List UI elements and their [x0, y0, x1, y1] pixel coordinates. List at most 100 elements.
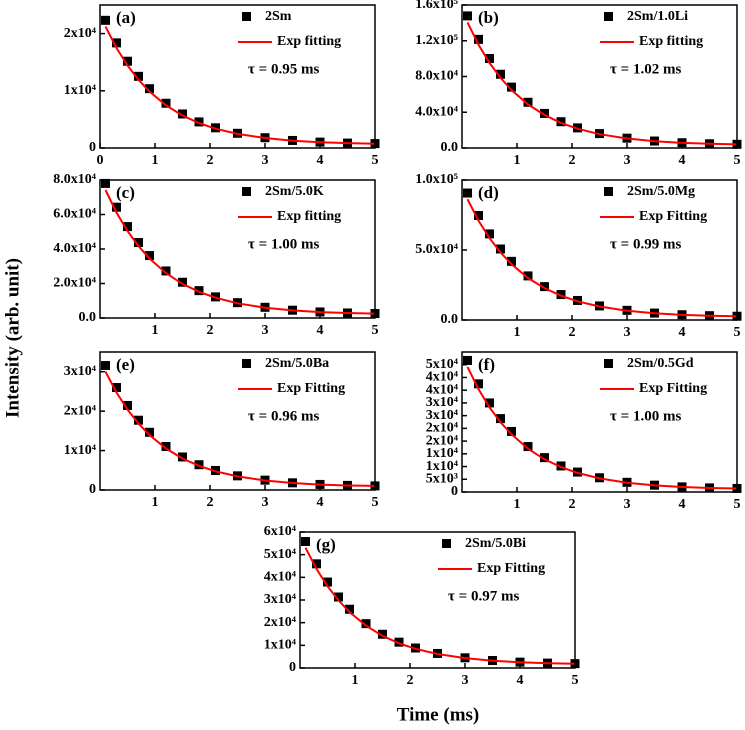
data-point — [334, 592, 343, 602]
data-point — [540, 453, 549, 463]
y-tick-label: 0 — [89, 482, 96, 497]
x-tick-label: 4 — [679, 325, 686, 340]
x-axis-title: Time (ms) — [397, 704, 480, 725]
y-tick-label: 2x10⁴ — [64, 26, 97, 41]
plot-frame — [461, 179, 738, 321]
data-point — [145, 251, 154, 261]
data-point — [123, 222, 132, 232]
x-tick-label: 3 — [262, 495, 269, 510]
fit-line — [466, 198, 738, 318]
x-tick-label: 5 — [372, 153, 379, 168]
data-point — [161, 266, 171, 276]
legend-label: 2Sm/5.0K — [265, 184, 324, 199]
y-axis-title: Intensity (arb. unit) — [2, 258, 23, 418]
fit-line — [304, 547, 576, 665]
y-tick-label: 2x10⁴ — [64, 403, 97, 418]
x-tick-label: 2 — [207, 323, 214, 338]
annotation: τ = 1.00 ms — [248, 236, 319, 252]
legend-label: Exp Fitting — [277, 381, 345, 396]
x-tick-label: 2 — [569, 325, 576, 340]
x-tick-label: 3 — [262, 153, 269, 168]
y-tick-label: 1x10⁴ — [264, 638, 297, 653]
x-tick-label: 3 — [624, 497, 631, 512]
x-tick-label: 4 — [317, 323, 324, 338]
data-point — [540, 108, 549, 118]
data-point — [485, 54, 494, 64]
data-point — [523, 442, 533, 452]
data-point — [101, 361, 110, 371]
data-point — [194, 286, 204, 296]
y-tick-label: 3x10⁴ — [264, 592, 297, 607]
data-point — [312, 559, 321, 569]
plot-frame — [461, 351, 738, 493]
legend-marker — [604, 187, 613, 196]
panel: 05x10³1x10⁴1x10⁴2x10⁴2x10⁴3x10⁴3x10⁴4x10… — [426, 351, 742, 512]
legend-label: 2Sm/0.5Gd — [627, 356, 694, 371]
legend-label: Exp fitting — [277, 209, 341, 224]
data-point — [145, 427, 154, 437]
x-tick-label: 5 — [734, 153, 741, 168]
legend-label: Exp Fitting — [477, 561, 545, 576]
data-point — [134, 238, 143, 248]
data-point — [112, 383, 121, 393]
y-tick-label: 6x10⁴ — [264, 524, 297, 539]
fit-line — [104, 189, 376, 315]
y-tick-label: 2x10⁴ — [426, 433, 459, 448]
x-tick-label: 4 — [517, 673, 524, 688]
plot-frame — [299, 531, 576, 669]
data-point — [112, 202, 121, 212]
x-tick-label: 1 — [152, 495, 159, 510]
data-point — [161, 98, 171, 108]
panel-label: (e) — [116, 355, 135, 374]
x-tick-label: 3 — [624, 153, 631, 168]
plot-frame — [461, 4, 738, 149]
x-tick-label: 0 — [97, 153, 104, 168]
data-point — [194, 117, 204, 127]
legend-marker — [604, 12, 613, 21]
y-tick-label: 3x10⁴ — [426, 408, 459, 423]
y-tick-label: 5x10⁴ — [264, 547, 297, 562]
y-tick-label: 0.0 — [441, 312, 459, 327]
data-point — [496, 244, 505, 254]
y-tick-label: 8.0x10⁴ — [53, 172, 97, 187]
annotation: τ = 0.99 ms — [610, 236, 681, 252]
data-point — [540, 282, 549, 292]
x-tick-label: 1 — [152, 153, 159, 168]
annotation: τ = 0.95 ms — [248, 61, 319, 77]
x-tick-label: 5 — [372, 495, 379, 510]
y-tick-label: 8.0x10⁴ — [415, 69, 459, 84]
x-tick-label: 2 — [569, 153, 576, 168]
plot-frame — [99, 179, 376, 319]
data-point — [178, 277, 187, 287]
legend-label: Exp Fitting — [639, 209, 707, 224]
data-point — [463, 355, 472, 365]
x-tick-label: 1 — [514, 153, 521, 168]
data-point — [123, 400, 132, 410]
data-point — [345, 604, 354, 614]
data-point — [485, 398, 494, 408]
y-tick-label: 1x10⁴ — [426, 459, 459, 474]
y-tick-label: 3x10⁴ — [64, 364, 97, 379]
y-tick-label: 4x10⁴ — [264, 570, 297, 585]
annotation: τ = 0.96 ms — [248, 408, 319, 424]
x-tick-label: 1 — [514, 497, 521, 512]
data-point — [378, 629, 387, 639]
y-tick-label: 1.0x10⁵ — [415, 172, 458, 187]
x-tick-label: 5 — [572, 673, 579, 688]
x-tick-label: 4 — [679, 497, 686, 512]
data-point — [556, 117, 566, 127]
y-tick-label: 0.0 — [441, 140, 459, 155]
y-tick-label: 4.0x10⁴ — [53, 241, 97, 256]
data-point — [463, 188, 472, 198]
x-tick-label: 3 — [462, 673, 469, 688]
data-point — [507, 256, 516, 266]
panel-label: (a) — [116, 8, 136, 27]
data-point — [323, 577, 332, 587]
legend-marker — [604, 359, 613, 368]
data-point — [507, 82, 516, 92]
x-tick-label: 4 — [679, 153, 686, 168]
panel: 0.0 4.0x10⁴ 8.0x10⁴ 1.2x10⁵ 1.6x10⁵ 1 2 3 4 5 2Sm/… — [415, 0, 742, 168]
y-tick-label: 1x10⁴ — [64, 443, 97, 458]
panel-label: (b) — [478, 8, 499, 27]
panel: 0 1x10⁴ 2x10⁴ 3x10⁴ 4x10⁴ 5x10⁴ 6x10⁴ 1 2 3 4 5 2Sm/… — [264, 524, 580, 688]
